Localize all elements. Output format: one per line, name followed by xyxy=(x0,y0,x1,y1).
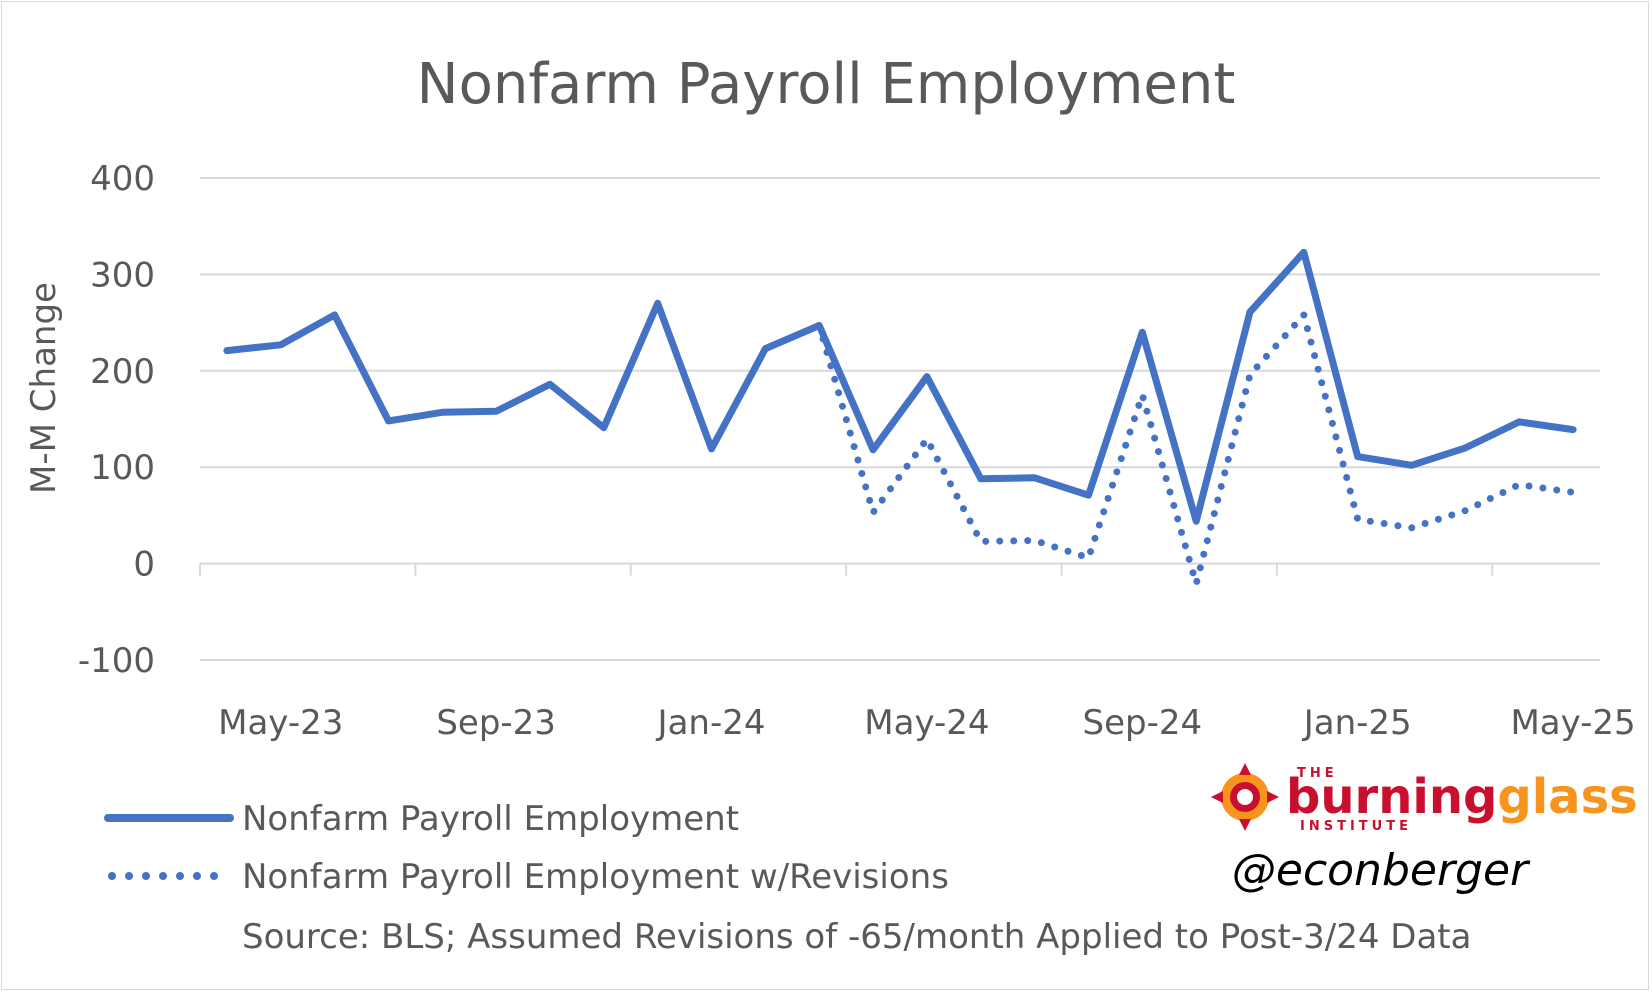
y-axis-label: M-M Change xyxy=(24,282,64,494)
author-handle: @econberger xyxy=(1232,845,1531,896)
x-axis: May-23 Sep-23 Jan-24 May-24 Sep-24 Jan-25 May-… xyxy=(199,562,1636,743)
y-tick-label: 200 xyxy=(90,352,155,392)
brand-logo-the: THE xyxy=(1297,766,1338,781)
y-tick-label: 100 xyxy=(90,448,155,488)
y-tick-label: 300 xyxy=(90,255,155,295)
brand-logo-institute: INSTITUTE xyxy=(1300,819,1412,834)
sun-icon xyxy=(1211,763,1279,831)
brand-logo: THE burningglass INSTITUTE xyxy=(1211,763,1638,834)
y-tick-label: 400 xyxy=(90,159,155,199)
brand-logo-part1: burning xyxy=(1286,769,1497,825)
legend-label-dotted: Nonfarm Payroll Employment w/Revisions xyxy=(242,857,949,897)
gridlines xyxy=(200,177,1600,661)
series-lines xyxy=(223,248,1577,588)
y-axis-ticks: -100 0 100 200 300 400 xyxy=(78,159,155,681)
series-line-reported xyxy=(223,248,1577,525)
x-tick-label: Jan-24 xyxy=(656,703,766,743)
legend: Nonfarm Payroll Employment Nonfarm Payro… xyxy=(104,799,949,897)
y-tick-label: -100 xyxy=(78,641,155,681)
x-tick-label: Sep-24 xyxy=(1082,703,1202,743)
brand-logo-name: burningglass xyxy=(1286,769,1638,825)
y-tick-label: 0 xyxy=(133,545,155,585)
legend-label-solid: Nonfarm Payroll Employment xyxy=(242,799,739,839)
x-tick-label: Sep-23 xyxy=(436,703,556,743)
series-line-revised xyxy=(815,311,1577,588)
source-note: Source: BLS; Assumed Revisions of -65/mo… xyxy=(242,917,1471,957)
x-tick-label: May-25 xyxy=(1510,703,1635,743)
x-tick-label: May-24 xyxy=(864,703,989,743)
chart-title: Nonfarm Payroll Employment xyxy=(417,52,1236,117)
x-tick-label: May-23 xyxy=(218,703,343,743)
x-tick-label: Jan-25 xyxy=(1302,703,1412,743)
brand-logo-part2: glass xyxy=(1497,769,1637,825)
